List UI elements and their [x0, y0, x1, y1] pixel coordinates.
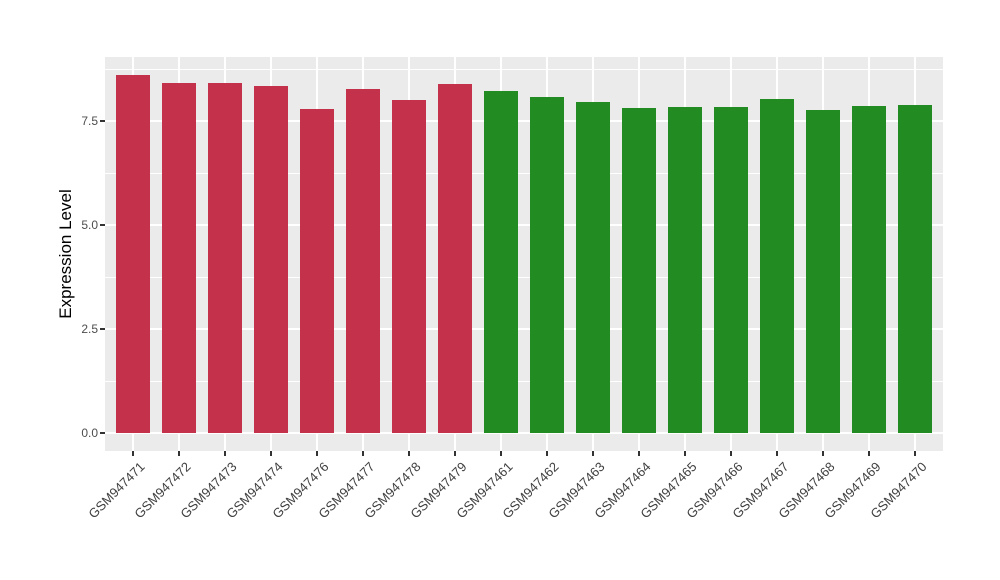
x-axis-tick: [131, 451, 134, 456]
x-axis-tick: [730, 451, 733, 456]
x-axis-tick: [776, 451, 779, 456]
x-axis-tick: [407, 451, 410, 456]
y-tick-label: 7.5: [81, 114, 98, 128]
bar-GSM947478: [391, 99, 426, 433]
bar-GSM947471: [115, 74, 150, 433]
y-axis-tick: [100, 224, 105, 226]
bar-GSM947474: [253, 86, 288, 433]
y-axis-tick: [100, 120, 105, 122]
gridline-minor: [105, 380, 943, 382]
y-axis-tick: [100, 432, 105, 434]
x-axis-tick: [499, 451, 502, 456]
gridline-major: [105, 120, 943, 122]
gridline-major: [105, 432, 943, 434]
gridline-major: [105, 328, 943, 330]
x-axis-tick: [315, 451, 318, 456]
bar-GSM947479: [437, 84, 472, 433]
x-axis-tick: [361, 451, 364, 456]
bar-GSM947469: [852, 106, 887, 433]
bar-GSM947466: [714, 106, 749, 433]
x-axis-tick: [453, 451, 456, 456]
x-axis-tick: [822, 451, 825, 456]
bar-GSM947462: [529, 96, 564, 433]
gridline-minor: [105, 276, 943, 278]
bar-GSM947473: [207, 83, 242, 433]
gridline-minor: [105, 172, 943, 174]
bar-GSM947464: [622, 108, 657, 433]
x-axis-tick: [914, 451, 917, 456]
x-axis-tick: [177, 451, 180, 456]
x-axis-tick: [545, 451, 548, 456]
y-tick-label: 0.0: [81, 426, 98, 440]
y-axis-title: Expression Level: [56, 189, 75, 319]
bar-GSM947463: [576, 101, 611, 433]
x-axis-tick: [638, 451, 641, 456]
x-axis-tick: [269, 451, 272, 456]
bar-GSM947461: [483, 91, 518, 433]
bar-GSM947465: [668, 106, 703, 433]
y-tick-label: 2.5: [81, 322, 98, 336]
y-axis-tick: [100, 328, 105, 330]
gridline-major: [105, 224, 943, 226]
x-axis-tick: [684, 451, 687, 456]
gridline-minor: [105, 68, 943, 70]
x-axis-tick: [868, 451, 871, 456]
bar-GSM947468: [806, 110, 841, 433]
plot-panel: [105, 57, 943, 451]
x-axis-tick: [223, 451, 226, 456]
bar-GSM947477: [345, 88, 380, 433]
x-axis-tick: [592, 451, 595, 456]
bar-GSM947476: [299, 108, 334, 433]
y-tick-label: 5.0: [81, 218, 98, 232]
bar-GSM947467: [760, 98, 795, 433]
bar-GSM947472: [161, 82, 196, 433]
bar-GSM947470: [898, 105, 933, 433]
